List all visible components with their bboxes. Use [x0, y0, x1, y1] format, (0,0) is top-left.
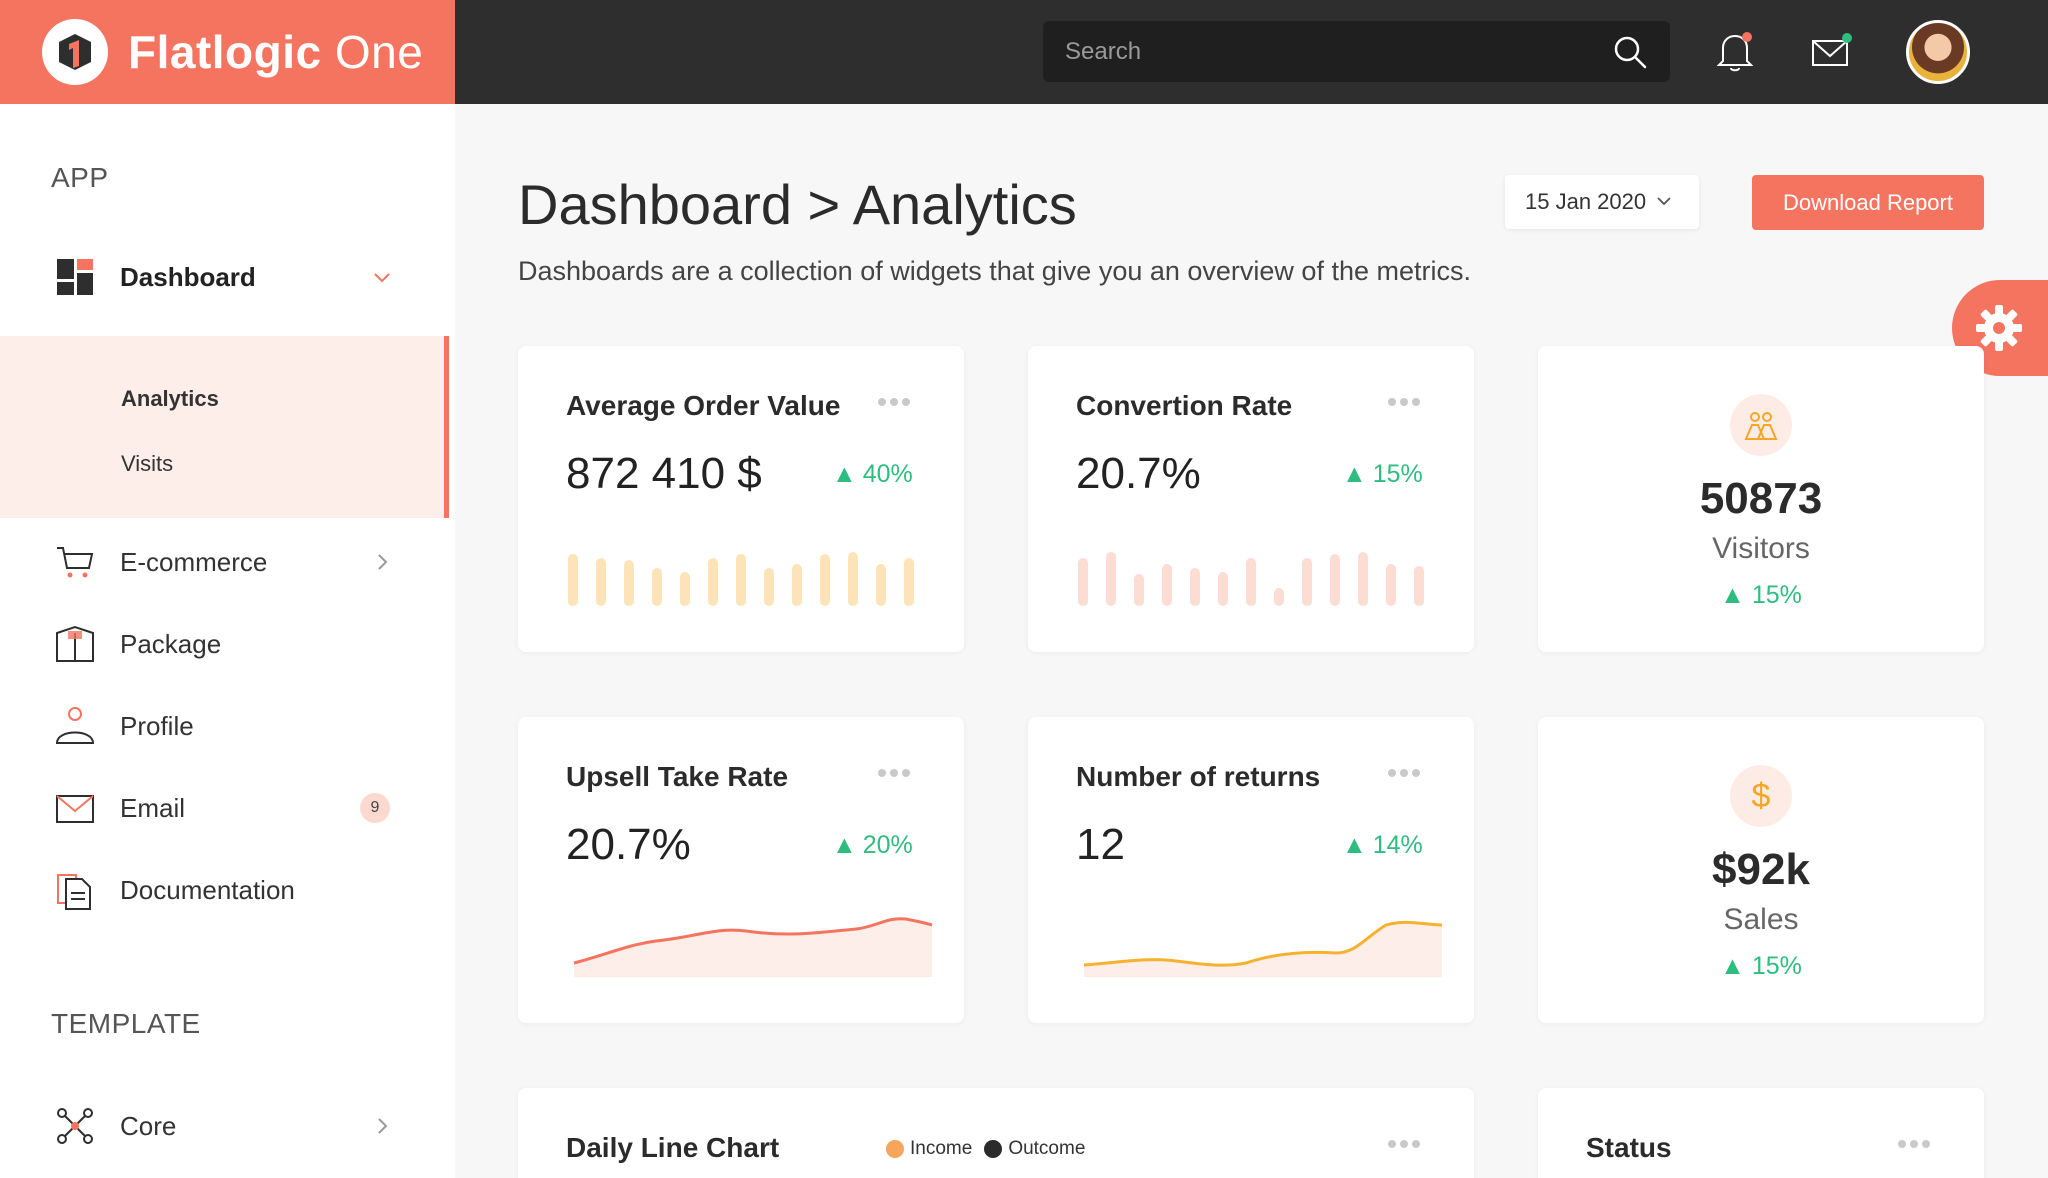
card-delta: ▲ 14%	[1342, 831, 1423, 859]
card-title: Number of returns	[1076, 761, 1321, 792]
card-title: Average Order Value	[566, 390, 841, 421]
card-number-of-returns: Number of returns 12 ▲ 14%	[1028, 717, 1474, 1023]
more-options-icon[interactable]	[878, 769, 910, 777]
sidebar-item-package[interactable]: Package	[0, 614, 455, 674]
email-count-badge: 9	[360, 793, 390, 823]
page-subtitle: Dashboards are a collection of widgets t…	[518, 256, 1471, 286]
sidebar-item-label: Profile	[120, 710, 194, 741]
dollar-icon: $	[1730, 765, 1792, 827]
stat-value: $92k	[1712, 845, 1810, 894]
card-conversion-rate: Convertion Rate 20.7% ▲ 15%	[1028, 346, 1474, 652]
brand[interactable]: Flatlogic One	[0, 0, 455, 104]
card-title: Convertion Rate	[1076, 390, 1293, 421]
sidebar-item-documentation[interactable]: Documentation	[0, 860, 455, 920]
line-sparkline	[573, 917, 933, 977]
brand-logo-icon	[42, 19, 108, 85]
sidebar-subitem-visits[interactable]: Visits	[121, 451, 174, 476]
stat-delta: ▲ 15%	[1720, 952, 1802, 980]
bell-icon[interactable]	[1710, 26, 1760, 76]
sidebar-item-label: Documentation	[120, 874, 295, 905]
sidebar: APP Dashboard Analytics Visits E-commerc…	[0, 104, 455, 1178]
more-options-icon[interactable]	[1898, 1140, 1930, 1148]
user-avatar[interactable]	[1906, 20, 1970, 84]
more-options-icon[interactable]	[1388, 398, 1420, 406]
users-icon	[1730, 394, 1792, 456]
legend-outcome: Outcome	[984, 1138, 1085, 1160]
date-picker[interactable]: 15 Jan 2020	[1505, 175, 1699, 229]
package-icon	[54, 623, 96, 665]
page-title: Dashboard > Analytics	[518, 173, 1077, 236]
sidebar-item-label: Email	[120, 792, 186, 823]
profile-icon	[54, 705, 96, 747]
arrow-up-icon: ▲	[1342, 460, 1367, 488]
sidebar-item-dashboard[interactable]: Dashboard	[0, 247, 455, 307]
chevron-down-icon	[1657, 197, 1671, 206]
date-picker-value: 15 Jan 2020	[1525, 189, 1647, 214]
card-title: Upsell Take Rate	[566, 761, 789, 792]
sidebar-item-label: Package	[120, 628, 222, 659]
card-average-order-value: Average Order Value 872 410 $ ▲ 40%	[518, 346, 964, 652]
stat-label: Visitors	[1712, 532, 1810, 565]
card-delta: ▲ 20%	[832, 831, 913, 859]
more-options-icon[interactable]	[1388, 769, 1420, 777]
line-sparkline	[1083, 920, 1443, 977]
core-icon	[54, 1105, 96, 1147]
arrow-up-icon: ▲	[1342, 831, 1367, 859]
search-input[interactable]	[1065, 37, 1612, 66]
stat-value: 50873	[1699, 474, 1823, 523]
stat-delta: ▲ 15%	[1720, 581, 1802, 609]
card-status: Status	[1538, 1088, 1984, 1178]
section-template-label: TEMPLATE	[51, 1008, 201, 1039]
arrow-up-icon: ▲	[1720, 952, 1752, 980]
gear-icon	[1976, 305, 2022, 351]
card-delta: ▲ 15%	[1342, 460, 1423, 488]
brand-name: Flatlogic One	[128, 26, 424, 78]
stat-card-sales: $ $92k Sales ▲ 15%	[1538, 717, 1984, 1023]
mail-icon[interactable]	[1806, 26, 1856, 76]
card-title: Status	[1586, 1132, 1672, 1163]
chevron-right-icon	[378, 554, 388, 570]
card-value: 20.7%	[566, 820, 691, 869]
sidebar-item-core[interactable]: Core	[0, 1096, 455, 1156]
arrow-up-icon: ▲	[832, 831, 857, 859]
chart-legend: Income Outcome	[886, 1138, 1085, 1160]
more-options-icon[interactable]	[1388, 1140, 1420, 1148]
more-options-icon[interactable]	[878, 398, 910, 406]
sidebar-item-label: E-commerce	[120, 546, 268, 577]
sidebar-item-label: Dashboard	[120, 261, 256, 292]
sidebar-item-ecommerce[interactable]: E-commerce	[0, 532, 455, 592]
dashboard-icon	[54, 256, 96, 298]
legend-income: Income	[886, 1138, 972, 1160]
chevron-down-icon	[374, 273, 390, 283]
card-upsell-take-rate: Upsell Take Rate 20.7% ▲ 20%	[518, 717, 964, 1023]
sidebar-item-email[interactable]: Email 9	[0, 778, 455, 838]
card-value: 12	[1076, 820, 1125, 869]
bar-sparkline	[568, 552, 914, 606]
sidebar-item-profile[interactable]: Profile	[0, 696, 455, 756]
card-value: 20.7%	[1076, 449, 1201, 498]
chevron-right-icon	[378, 1118, 388, 1134]
cart-icon	[54, 541, 96, 583]
search-box[interactable]	[1043, 21, 1670, 82]
top-bar: Flatlogic One	[0, 0, 2048, 104]
download-report-button[interactable]: Download Report	[1752, 175, 1984, 230]
arrow-up-icon: ▲	[832, 460, 857, 488]
documentation-icon	[54, 869, 96, 911]
card-delta: ▲ 40%	[832, 460, 913, 488]
dashboard-submenu: Analytics Visits	[0, 336, 449, 518]
email-icon	[54, 787, 96, 829]
section-app-label: APP	[51, 162, 109, 193]
card-title: Daily Line Chart	[566, 1132, 780, 1163]
sidebar-item-label: Core	[120, 1110, 177, 1141]
bar-sparkline	[1078, 552, 1424, 606]
card-value: 872 410 $	[566, 449, 762, 498]
card-daily-line-chart: Daily Line Chart Income Outcome	[518, 1088, 1474, 1178]
stat-card-visitors: 50873 Visitors ▲ 15%	[1538, 346, 1984, 652]
search-icon[interactable]	[1612, 34, 1648, 70]
stat-label: Sales	[1723, 903, 1799, 936]
sidebar-subitem-analytics[interactable]: Analytics	[121, 386, 219, 411]
arrow-up-icon: ▲	[1720, 581, 1752, 609]
